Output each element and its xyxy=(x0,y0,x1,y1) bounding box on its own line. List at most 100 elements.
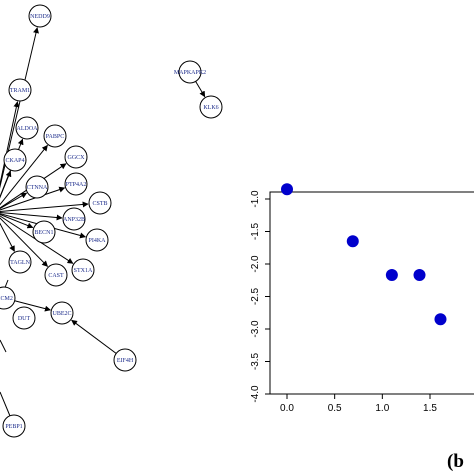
node-label: PTP4A2 xyxy=(66,182,87,188)
network-node: PTP4A2 xyxy=(64,172,88,196)
y-tick-label: -2.0 xyxy=(250,255,261,273)
hub-edge xyxy=(0,144,48,206)
network-node: UBE2C xyxy=(50,301,74,325)
node-circle xyxy=(8,78,32,102)
node-label: EIF4H xyxy=(117,358,134,364)
node-label: DUT xyxy=(18,316,31,322)
y-tick-label: -2.5 xyxy=(250,287,261,305)
hub-edge xyxy=(0,215,74,264)
edge xyxy=(0,339,7,353)
node-circle xyxy=(12,306,36,330)
y-tick-label: -4.0 xyxy=(250,385,261,403)
network-node: DUT xyxy=(12,306,36,330)
hub-edge xyxy=(0,213,34,229)
x-tick-label: 0.5 xyxy=(328,403,342,414)
network-node: TAGLN xyxy=(8,250,32,274)
y-tick-label: -1.0 xyxy=(250,190,261,208)
node-circle xyxy=(64,172,88,196)
data-point xyxy=(346,235,359,248)
node-label: CKAP4 xyxy=(5,158,24,164)
node-circle xyxy=(50,301,74,325)
node-label: BECN1 xyxy=(34,230,53,236)
node-label: PI4KA xyxy=(88,238,106,244)
node-label: GGCX xyxy=(67,155,85,161)
network-node: CAST xyxy=(44,263,68,287)
scatter-chart: -1.0 -1.5 -2.0 -2.5 -3.0 -3.5 -4.0 0.0 0.5 1.0 1.… xyxy=(250,183,474,414)
network-node: PEBP1 xyxy=(2,414,26,438)
network-node: BECN1 xyxy=(32,220,56,244)
y-axis: -1.0 -1.5 -2.0 -2.5 -3.0 -3.5 -4.0 xyxy=(250,190,270,403)
node-circle xyxy=(25,175,49,199)
node-circle xyxy=(44,263,68,287)
hub-edge xyxy=(0,192,28,210)
node-circle xyxy=(71,258,95,282)
node-label: ALDOA xyxy=(17,126,39,132)
hub-edge xyxy=(0,170,12,199)
network-node: MAPKAPK2 xyxy=(174,60,206,84)
network-node: STX1A xyxy=(71,258,95,282)
network-node: EIF4H xyxy=(113,348,137,372)
node-circle xyxy=(3,148,27,172)
node-circle xyxy=(32,220,56,244)
hub-edge xyxy=(0,212,63,221)
panel-label: (b xyxy=(447,451,464,472)
hub-edge xyxy=(0,201,89,212)
node-circle xyxy=(15,116,39,140)
network-graph: NEDD9 TRAM1 ALDOA PABPC CKAP4 GGCX CTNNA PTP4A2… xyxy=(0,4,223,438)
node-circle xyxy=(2,414,26,438)
y-tick-label: -3.0 xyxy=(250,320,261,338)
network-node: TRAM1 xyxy=(8,78,32,102)
y-tick-label: -3.5 xyxy=(250,352,261,370)
network-node: KLK6 xyxy=(199,95,223,119)
data-point xyxy=(413,269,426,282)
node-label: STX1A xyxy=(74,268,93,274)
node-label: TRAM1 xyxy=(10,88,30,94)
hub-edge xyxy=(0,217,49,267)
x-tick-label: 1.0 xyxy=(375,403,389,414)
network-node: GGCX xyxy=(64,145,88,169)
y-tick-label: -1.5 xyxy=(250,222,261,240)
network-node: ANP32B xyxy=(62,207,86,231)
hub-edge xyxy=(0,27,39,189)
node-circle xyxy=(0,286,16,310)
node-label: ANP32B xyxy=(63,217,85,223)
node-label: MCM2 xyxy=(0,296,13,302)
network-node: CKAP4 xyxy=(3,148,27,172)
node-label: KLK6 xyxy=(203,105,218,111)
node-label: TAGLN xyxy=(10,260,31,266)
network-node: CTNNA xyxy=(25,175,49,199)
hub-edge xyxy=(0,222,15,252)
node-circle xyxy=(64,145,88,169)
x-tick-label: 1.5 xyxy=(423,403,437,414)
network-node: CSTB xyxy=(88,191,112,215)
node-label: PABPC xyxy=(46,134,64,140)
data-point xyxy=(281,183,293,196)
node-circle xyxy=(178,60,202,84)
data-point xyxy=(385,269,398,282)
node-circle xyxy=(28,4,52,28)
x-tick-label: 0.0 xyxy=(280,403,294,414)
plot-frame xyxy=(269,191,474,395)
node-circle xyxy=(88,191,112,215)
node-label: CAST xyxy=(48,273,64,279)
network-node: PI4KA xyxy=(85,228,109,252)
node-circle xyxy=(8,250,32,274)
node-circle xyxy=(199,95,223,119)
node-label: CSTB xyxy=(92,201,107,207)
network-node: MCM2 xyxy=(0,286,16,310)
edge xyxy=(0,391,11,417)
node-label: NEDD9 xyxy=(30,14,50,20)
data-point xyxy=(434,313,447,326)
network-node: ALDOA xyxy=(15,116,39,140)
node-label: MAPKAPK2 xyxy=(174,70,206,76)
node-circle xyxy=(62,207,86,231)
network-node: PABPC xyxy=(43,124,67,148)
node-circle xyxy=(43,124,67,148)
hub-edge xyxy=(0,186,66,211)
node-label: PEBP1 xyxy=(5,424,22,430)
network-nodes: NEDD9 TRAM1 ALDOA PABPC CKAP4 GGCX CTNNA PTP4A2… xyxy=(0,4,223,438)
scatter-points xyxy=(281,183,447,326)
network-node: NEDD9 xyxy=(28,4,52,28)
x-axis: 0.0 0.5 1.0 1.5 xyxy=(280,394,437,414)
